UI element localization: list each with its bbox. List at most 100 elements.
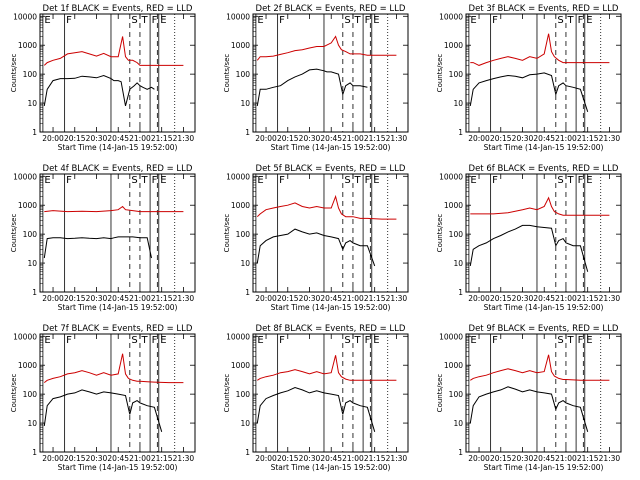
phase-marker-label: T xyxy=(566,335,574,346)
phase-marker-label: F xyxy=(492,175,498,186)
phase-marker-label: E xyxy=(44,15,50,26)
y-tick-label: 1 xyxy=(32,128,37,137)
x-axis-label: Start Time (14-Jan-15 19:52:00) xyxy=(271,303,391,312)
plot-frame xyxy=(39,173,196,293)
phase-marker-label: E xyxy=(44,175,50,186)
chart-title: Det 5f BLACK = Events, RED = LLD xyxy=(256,164,406,174)
x-tick-label: 20:45 xyxy=(533,454,555,463)
x-tick-label: 20:45 xyxy=(533,134,555,143)
plot-frame xyxy=(465,173,622,293)
y-tick-label: 100 xyxy=(449,230,464,239)
plot-frame xyxy=(465,13,622,133)
y-tick-label: 10 xyxy=(27,99,37,108)
chart-title: Det 1f BLACK = Events, RED = LLD xyxy=(43,4,193,14)
plot-frame xyxy=(252,13,409,133)
phase-marker-label: F xyxy=(152,175,158,186)
x-axis-label: Start Time (14-Jan-15 19:52:00) xyxy=(58,463,178,472)
phase-marker-label: E xyxy=(470,175,476,186)
y-tick-label: 100 xyxy=(236,230,251,239)
y-tick-label: 1 xyxy=(32,288,37,297)
y-tick-label: 10000 xyxy=(13,332,37,341)
lld-series-line xyxy=(43,353,184,384)
x-tick-label: 20:00 xyxy=(42,134,64,143)
chart-title: Det 7f BLACK = Events, RED = LLD xyxy=(43,324,193,334)
y-tick-label: 1 xyxy=(458,448,463,457)
x-tick-label: 20:45 xyxy=(107,454,129,463)
x-axis-label: Start Time (14-Jan-15 19:52:00) xyxy=(484,463,604,472)
x-tick-label: 21:00 xyxy=(129,294,151,303)
phase-marker-label: F xyxy=(279,335,285,346)
phase-marker-label: F xyxy=(492,335,498,346)
lld-series-line xyxy=(256,194,397,220)
x-tick-label: 20:30 xyxy=(86,134,108,143)
x-tick-label: 20:45 xyxy=(107,134,129,143)
y-tick-label: 1 xyxy=(245,128,250,137)
phase-marker-label: S xyxy=(557,175,563,186)
phase-marker-label: S xyxy=(557,15,563,26)
phase-marker-label: T xyxy=(566,15,574,26)
lld-series-line xyxy=(256,35,397,61)
x-tick-label: 20:30 xyxy=(299,454,321,463)
x-tick-label: 21:15 xyxy=(151,454,173,463)
x-tick-label: 20:15 xyxy=(64,134,86,143)
y-tick-label: 100 xyxy=(236,390,251,399)
phase-marker-label: T xyxy=(353,175,361,186)
plot-frame xyxy=(39,13,196,133)
phase-marker-label: E xyxy=(586,15,592,26)
x-tick-label: 21:15 xyxy=(151,294,173,303)
phase-marker-label: F xyxy=(365,175,371,186)
y-tick-label: 100 xyxy=(23,70,38,79)
x-tick-label: 20:45 xyxy=(320,454,342,463)
chart-panel: Det 2f BLACK = Events, RED = LLD 1 10 100 10… xyxy=(223,4,409,152)
y-axis-label: Counts/sec xyxy=(10,214,18,253)
phase-marker-label: E xyxy=(373,175,379,186)
plot-frame xyxy=(252,333,409,453)
x-tick-label: 20:30 xyxy=(299,134,321,143)
chart-title: Det 6f BLACK = Events, RED = LLD xyxy=(469,164,619,174)
y-tick-label: 100 xyxy=(449,70,464,79)
phase-marker-label: T xyxy=(140,335,148,346)
x-tick-label: 21:15 xyxy=(577,134,599,143)
x-tick-label: 21:00 xyxy=(129,454,151,463)
y-tick-label: 10000 xyxy=(226,12,250,21)
phase-marker-label: F xyxy=(152,335,158,346)
y-tick-label: 1000 xyxy=(444,361,463,370)
phase-marker-label: F xyxy=(365,335,371,346)
y-tick-label: 10000 xyxy=(439,12,463,21)
y-tick-label: 10 xyxy=(453,259,463,268)
x-tick-label: 21:00 xyxy=(555,134,577,143)
y-axis-label: Counts/sec xyxy=(10,374,18,413)
phase-marker-label: E xyxy=(160,335,166,346)
phase-marker-label: E xyxy=(586,335,592,346)
x-tick-label: 20:15 xyxy=(490,294,512,303)
x-tick-label: 21:15 xyxy=(364,294,386,303)
phase-marker-label: T xyxy=(353,335,361,346)
x-tick-label: 21:15 xyxy=(577,294,599,303)
x-tick-label: 20:00 xyxy=(468,294,490,303)
phase-marker-label: S xyxy=(344,335,350,346)
x-tick-label: 20:00 xyxy=(255,134,277,143)
x-tick-label: 21:15 xyxy=(364,134,386,143)
chart-title: Det 3f BLACK = Events, RED = LLD xyxy=(469,4,619,14)
plot-frame xyxy=(465,333,622,453)
lld-series-line xyxy=(470,196,610,216)
events-series-line xyxy=(256,386,376,432)
lld-series-line xyxy=(44,205,184,213)
y-axis-label: Counts/sec xyxy=(436,374,444,413)
phase-marker-label: E xyxy=(257,335,263,346)
x-tick-label: 20:30 xyxy=(86,294,108,303)
y-tick-label: 10000 xyxy=(439,332,463,341)
phase-marker-label: E xyxy=(257,175,263,186)
chart-title: Det 8f BLACK = Events, RED = LLD xyxy=(256,324,406,334)
x-tick-label: 21:00 xyxy=(342,134,364,143)
phase-marker-label: F xyxy=(279,15,285,26)
chart-panel: Det 4f BLACK = Events, RED = LLD 1 10 100 10… xyxy=(10,164,196,312)
x-tick-label: 21:30 xyxy=(386,294,408,303)
x-tick-label: 20:15 xyxy=(64,294,86,303)
x-tick-label: 21:30 xyxy=(599,134,621,143)
phase-marker-label: F xyxy=(66,175,72,186)
y-tick-label: 10000 xyxy=(439,172,463,181)
x-tick-label: 20:00 xyxy=(468,134,490,143)
y-tick-label: 10000 xyxy=(226,332,250,341)
phase-marker-label: S xyxy=(131,15,137,26)
